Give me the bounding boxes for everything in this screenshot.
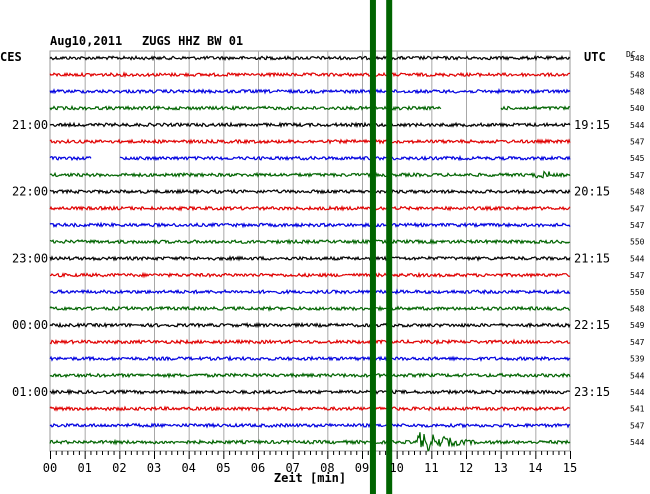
seismic-trace [49,104,571,112]
seismic-trace [49,288,571,295]
x-tick-label: 12 [459,461,473,475]
seismic-trace [49,388,571,396]
seismic-trace [49,88,571,95]
x-tick-label: 05 [216,461,230,475]
dc-value: 541 [630,405,645,414]
x-tick-label: 09 [355,461,369,475]
grid [49,50,571,459]
dc-value: 548 [630,54,645,63]
dc-value: 549 [630,321,645,330]
x-tick-label: 13 [493,461,507,475]
seismic-trace [49,321,571,329]
seismic-trace [49,204,571,212]
dc-value: 547 [630,271,645,280]
seismic-trace [49,221,571,229]
dc-value: 548 [630,87,645,96]
dc-value: 547 [630,171,645,180]
dc-value: 547 [630,204,645,213]
dc-value: 544 [630,121,645,130]
seismic-trace [49,255,571,262]
right-time-label: 23:15 [574,385,610,399]
dc-value: 550 [630,238,645,247]
chart-date: Aug10,2011 [50,34,122,48]
dc-value: 547 [630,138,645,147]
x-tick-label: 11 [424,461,438,475]
left-time-label: 21:00 [12,118,48,132]
dc-value: 544 [630,254,645,263]
seismic-trace [49,432,571,452]
left-time-label: 22:00 [12,185,48,199]
x-tick-label: 15 [563,461,577,475]
left-time-label: 01:00 [12,385,48,399]
seismic-trace [49,138,571,145]
right-time-label: 20:15 [574,185,610,199]
seismic-trace [49,121,571,129]
seismic-trace [49,422,571,429]
x-tick-label: 14 [528,461,542,475]
dc-value: 548 [630,71,645,80]
traces [49,55,571,452]
seismic-trace [49,271,571,279]
x-tick-label: 06 [251,461,265,475]
x-tick-label: 08 [320,461,334,475]
dc-value: 547 [630,421,645,430]
left-time-label: 00:00 [12,318,48,332]
right-time-label: 21:15 [574,251,610,265]
dc-value: 545 [630,154,645,163]
seismic-trace [49,338,571,346]
seismic-trace [49,405,571,412]
dc-value: 544 [630,438,645,447]
seismic-trace [49,355,571,362]
dc-value: 544 [630,371,645,380]
dc-value: 548 [630,188,645,197]
x-tick-label: 02 [112,461,126,475]
seismic-trace [49,238,571,245]
x-tick-label: 03 [147,461,161,475]
x-axis-label: Zeit [min] [274,471,346,485]
seismic-trace [49,372,571,379]
left-timezone-label: CES [0,50,22,64]
right-timezone-label: UTC [584,50,606,64]
x-tick-label: 10 [389,461,403,475]
left-time-label: 23:00 [12,251,48,265]
x-tick-label: 07 [285,461,299,475]
x-tick-label: 00 [43,461,57,475]
seismic-trace [49,170,571,179]
dc-value: 539 [630,355,645,364]
dc-column-label: DC [626,50,636,59]
seismic-trace [49,154,571,162]
chart-station: ZUGS HHZ BW 01 [142,34,243,48]
dc-value: 550 [630,288,645,297]
x-tick-label: 01 [77,461,91,475]
x-tick-label: 04 [181,461,195,475]
labels: 00 01 02 03 04 05 06 07 08 09 10 11 12 13 14 15 21:00 22:… [12,54,645,475]
dc-value: 548 [630,305,645,314]
right-time-label: 19:15 [574,118,610,132]
event-saturation-bar [369,0,376,494]
seismic-trace [49,71,570,79]
dc-value: 547 [630,221,645,230]
dc-value: 540 [630,104,645,113]
seismic-trace [49,55,571,62]
dc-value: 547 [630,338,645,347]
event-saturation-bar [386,0,393,494]
right-time-label: 22:15 [574,318,610,332]
seismic-trace [49,305,571,312]
events [369,0,393,494]
dc-value: 544 [630,388,645,397]
seismic-trace [49,188,571,195]
